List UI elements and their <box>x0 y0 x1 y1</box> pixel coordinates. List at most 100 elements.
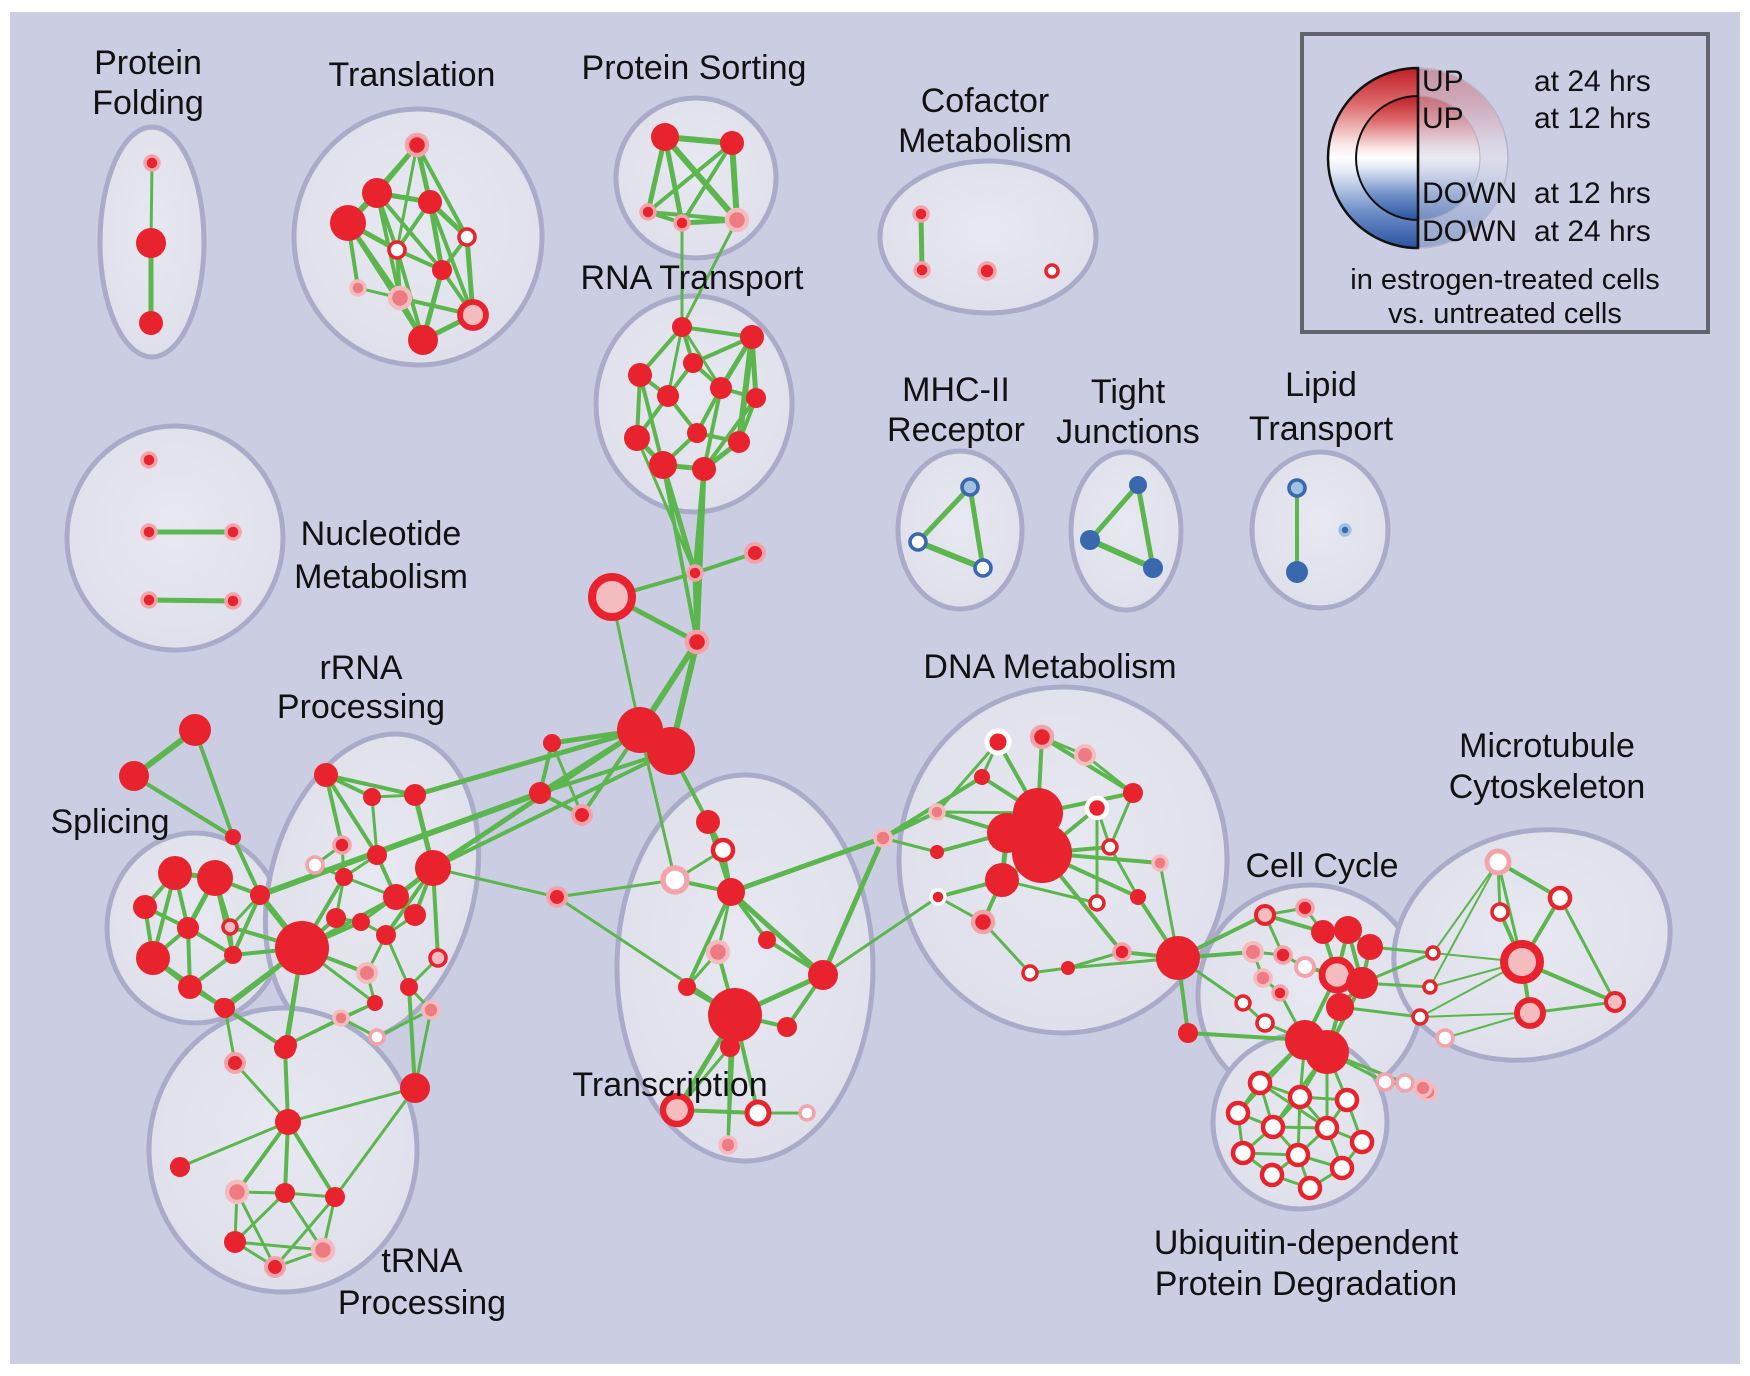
gene-node <box>404 904 426 926</box>
edge <box>324 773 417 797</box>
cluster-label-protein-sorting: Protein Sorting <box>582 49 807 87</box>
gene-node <box>326 908 346 928</box>
gene-node <box>1357 934 1383 960</box>
gene-node <box>758 931 776 949</box>
gene-node <box>1253 968 1273 988</box>
gene-node <box>977 261 997 281</box>
gene-node <box>1112 942 1132 962</box>
edge <box>375 1008 433 1039</box>
gene-node <box>263 1255 287 1279</box>
gene-node <box>659 1092 695 1128</box>
cluster-label-microtubule-cytoskeleton: Microtubule <box>1459 727 1635 765</box>
gene-node <box>687 423 707 443</box>
edge <box>285 1016 343 1047</box>
edge <box>132 774 235 839</box>
edge <box>231 893 262 957</box>
gene-node <box>1413 1078 1433 1098</box>
legend-box: UP at 24 hrs UP at 12 hrs DOWN at 12 hrs… <box>1300 32 1710 334</box>
gene-node <box>984 728 1012 756</box>
gene-node <box>225 829 241 845</box>
gene-node <box>746 388 766 408</box>
gene-node <box>692 457 716 481</box>
edge <box>178 1120 290 1169</box>
gene-node <box>119 761 149 791</box>
gene-node <box>305 855 325 875</box>
gene-node <box>1156 936 1200 980</box>
legend-row1-state: UP <box>1422 65 1464 98</box>
gene-node <box>224 592 242 610</box>
gene-node <box>224 1179 250 1205</box>
gene-node <box>717 878 745 906</box>
gene-node <box>367 995 383 1011</box>
gene-node <box>710 377 732 399</box>
cluster-label-dna-metabolism: DNA Metabolism <box>923 648 1176 686</box>
cluster-label-protein-folding: Protein <box>94 44 202 82</box>
gene-node <box>332 1009 350 1027</box>
gene-node <box>355 961 379 985</box>
gene-node <box>1241 940 1265 964</box>
gene-node <box>720 1037 740 1057</box>
gene-node <box>179 714 211 746</box>
gene-node <box>421 1000 441 1020</box>
cluster-label-trna-processing: Processing <box>338 1284 506 1322</box>
gene-node <box>1287 1084 1313 1110</box>
gene-node <box>314 763 338 787</box>
edge <box>728 889 826 978</box>
gene-node <box>400 978 418 996</box>
gene-node <box>170 1157 190 1177</box>
cluster-ellipse-cofactor-metabolism <box>877 158 1099 316</box>
gene-node <box>987 813 1027 853</box>
edge <box>286 1086 417 1124</box>
edge <box>415 143 469 239</box>
edge <box>431 749 673 870</box>
edge <box>233 1240 325 1252</box>
gene-node <box>1012 823 1072 883</box>
gene-node <box>352 913 370 931</box>
cluster-label-nucleotide-metabolism: Nucleotide <box>301 515 462 553</box>
gene-node <box>684 629 710 655</box>
gene-node <box>1314 1115 1340 1141</box>
gene-node <box>1293 955 1317 979</box>
edge <box>555 878 677 899</box>
edge <box>1135 482 1156 571</box>
gene-node <box>545 885 569 909</box>
edge <box>702 396 758 471</box>
gene-node <box>404 784 426 806</box>
gene-node <box>1260 1114 1286 1140</box>
gene-node <box>529 782 551 804</box>
gene-node <box>275 921 329 975</box>
gene-node <box>1514 997 1546 1029</box>
edge <box>1087 537 1156 571</box>
edge <box>431 866 559 899</box>
gene-node <box>223 1051 247 1075</box>
gene-node <box>310 1237 336 1263</box>
edge <box>728 835 886 895</box>
gene-node <box>973 558 993 578</box>
edge <box>1108 845 1140 899</box>
gene-node <box>1253 903 1277 927</box>
gene-node <box>1326 993 1354 1021</box>
legend-caption-line2: vs. untreated cells <box>1388 298 1622 330</box>
gene-node <box>178 975 202 999</box>
edge <box>685 890 733 989</box>
gene-node <box>1129 476 1147 494</box>
gene-node <box>1021 964 1039 982</box>
gene-node <box>139 311 163 335</box>
gene-node <box>1305 1030 1349 1074</box>
gene-node <box>1273 945 1293 965</box>
gene-node <box>387 240 407 260</box>
edge <box>412 727 643 798</box>
gene-node <box>744 1099 772 1127</box>
gene-node <box>1329 1155 1355 1181</box>
gene-node <box>143 154 161 172</box>
gene-node <box>1375 1072 1395 1092</box>
edge <box>680 218 739 329</box>
gene-node <box>1603 990 1627 1014</box>
gene-node <box>325 1187 345 1207</box>
gene-node <box>1425 945 1441 961</box>
gene-node <box>428 948 448 968</box>
edge <box>193 728 235 839</box>
gene-node <box>335 868 353 886</box>
gene-node <box>1247 1070 1273 1096</box>
legend-inner-left-half <box>1355 94 1419 222</box>
